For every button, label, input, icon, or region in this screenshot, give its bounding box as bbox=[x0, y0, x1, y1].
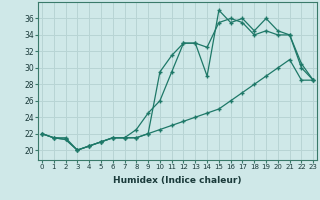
X-axis label: Humidex (Indice chaleur): Humidex (Indice chaleur) bbox=[113, 176, 242, 185]
